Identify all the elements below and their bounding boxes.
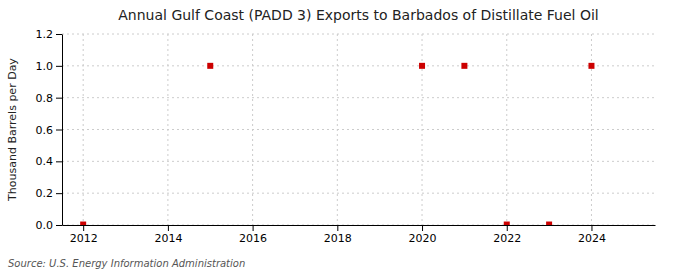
x-tick: 2016 bbox=[239, 225, 267, 245]
grid bbox=[62, 34, 655, 225]
x-tick-mark bbox=[253, 225, 254, 231]
x-grid-line bbox=[506, 34, 507, 225]
y-tick-mark bbox=[56, 161, 62, 162]
y-tick: 0.2 bbox=[36, 187, 63, 200]
y-tick-label: 0.4 bbox=[36, 155, 54, 168]
point bbox=[207, 63, 213, 69]
y-tick-mark bbox=[56, 130, 62, 131]
y-axis-label: Thousand Barrels per Day bbox=[6, 58, 19, 202]
chart: 2012 2014 2016 2018 2020 2022 2024 0.0 0.2 0.4 0.6… bbox=[0, 0, 675, 275]
title: Annual Gulf Coast (PADD 3) Exports to Ba… bbox=[118, 7, 598, 23]
y-tick-label: 1.2 bbox=[36, 28, 54, 41]
y-tick-label: 0.6 bbox=[36, 124, 54, 137]
x-tick-mark bbox=[507, 225, 508, 231]
point bbox=[504, 222, 510, 225]
x-grid-line bbox=[167, 34, 168, 225]
y-tick-mark bbox=[56, 98, 62, 99]
x-tick: 2014 bbox=[154, 225, 182, 245]
x-tick-label: 2020 bbox=[409, 232, 437, 245]
y-tick-label: 0.2 bbox=[36, 187, 54, 200]
y-tick: 0.4 bbox=[36, 155, 63, 168]
x-tick-label: 2022 bbox=[493, 232, 521, 245]
x-tick-label: 2024 bbox=[578, 232, 606, 245]
y-tick: 0.6 bbox=[36, 124, 63, 137]
point bbox=[461, 63, 467, 69]
y-tick: 0.0 bbox=[36, 219, 63, 232]
y-grid-line bbox=[62, 65, 655, 66]
y-tick-mark bbox=[56, 225, 62, 226]
y-grid-line bbox=[62, 161, 655, 162]
source-note: Source: U.S. Energy Information Administ… bbox=[8, 258, 245, 269]
x-tick-mark bbox=[591, 225, 592, 231]
point bbox=[588, 63, 594, 69]
y-tick-mark bbox=[56, 193, 62, 194]
x-grid-line bbox=[422, 34, 423, 225]
y-tick: 1.0 bbox=[36, 60, 63, 73]
y-grid-line bbox=[62, 225, 655, 226]
points bbox=[80, 63, 594, 225]
x-grid-line bbox=[337, 34, 338, 225]
x-tick-mark bbox=[422, 225, 423, 231]
y-grid-line bbox=[62, 129, 655, 130]
y-tick-label: 1.0 bbox=[36, 60, 54, 73]
y-grid-line bbox=[62, 34, 655, 35]
point bbox=[80, 222, 86, 225]
point bbox=[419, 63, 425, 69]
x-tick: 2022 bbox=[493, 225, 521, 245]
x-tick-label: 2016 bbox=[239, 232, 267, 245]
x-grid-line bbox=[252, 34, 253, 225]
y-tick-label: 0.8 bbox=[36, 92, 54, 105]
x-tick-label: 2012 bbox=[70, 232, 98, 245]
y-axis-line bbox=[62, 35, 63, 226]
y-grid-line bbox=[62, 193, 655, 194]
y-grid-line bbox=[62, 97, 655, 98]
x-grid-line bbox=[591, 34, 592, 225]
y-tick: 0.8 bbox=[36, 92, 63, 105]
y-tick-label: 0.0 bbox=[36, 219, 54, 232]
point bbox=[546, 222, 552, 225]
x-axis: 2012 2014 2016 2018 2020 2022 2024 bbox=[63, 225, 656, 245]
y-tick: 1.2 bbox=[36, 28, 63, 41]
y-tick-mark bbox=[56, 34, 62, 35]
x-tick-mark bbox=[168, 225, 169, 231]
x-tick-mark bbox=[83, 225, 84, 231]
x-tick-label: 2014 bbox=[154, 232, 182, 245]
x-grid-line bbox=[83, 34, 84, 225]
x-tick: 2024 bbox=[578, 225, 606, 245]
x-tick: 2012 bbox=[70, 225, 98, 245]
x-tick: 2020 bbox=[409, 225, 437, 245]
y-axis: 0.0 0.2 0.4 0.6 0.8 1.0 1.2 bbox=[36, 28, 63, 232]
x-tick-label: 2018 bbox=[324, 232, 352, 245]
y-tick-mark bbox=[56, 66, 62, 67]
x-tick: 2018 bbox=[324, 225, 352, 245]
plot-area: 2012 2014 2016 2018 2020 2022 2024 0.0 0.2 0.4 0.6… bbox=[36, 28, 656, 245]
x-axis-line bbox=[63, 225, 656, 226]
x-tick-mark bbox=[337, 225, 338, 231]
